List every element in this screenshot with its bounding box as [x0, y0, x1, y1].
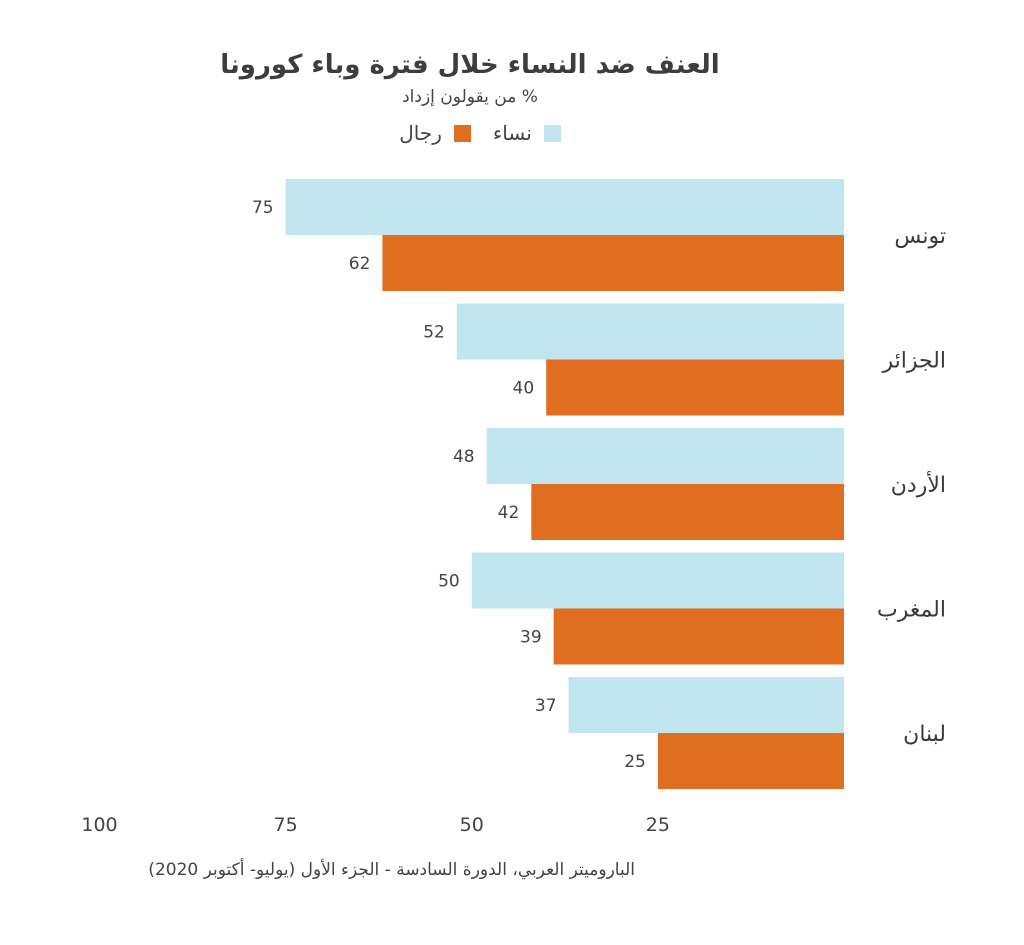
- category-label-0: تونس: [894, 224, 946, 249]
- bar-men-3: [553, 608, 844, 665]
- bar-men-1: [546, 359, 844, 416]
- category-label-1: الجزائر: [881, 349, 946, 374]
- x-tick-label-1: 75: [274, 814, 298, 836]
- chart-source: الباروميتر العربي، الدورة السادسة - الجز…: [148, 860, 635, 880]
- legend: نساء رجال: [380, 118, 580, 148]
- bar-men-0: [382, 235, 844, 291]
- legend-label-men: رجال: [399, 121, 442, 145]
- bar-women-0: [285, 179, 844, 235]
- bar-women-4: [568, 677, 844, 733]
- bar-men-4: [657, 733, 844, 789]
- data-label-women-2: 48: [453, 447, 475, 467]
- data-label-men-1: 40: [513, 379, 535, 399]
- bar-women-1: [456, 303, 844, 360]
- data-label-women-3: 50: [438, 572, 460, 592]
- data-label-men-4: 25: [624, 752, 646, 772]
- data-label-women-0: 75: [252, 198, 274, 218]
- data-label-men-0: 62: [349, 254, 371, 274]
- legend-label-women: نساء: [492, 121, 532, 145]
- x-tick-label-0: 100: [81, 814, 117, 836]
- chart-subtitle: % من يقولون إزداد: [402, 87, 538, 107]
- bar-women-3: [471, 552, 844, 609]
- bar-women-2: [486, 428, 844, 484]
- x-tick-label-2: 50: [460, 814, 484, 836]
- x-tick-label-3: 25: [646, 814, 670, 836]
- legend-swatch-men: [453, 124, 471, 142]
- chart-title: العنف ضد النساء خلال فترة وباء كورونا: [220, 50, 720, 80]
- data-label-men-3: 39: [520, 628, 542, 648]
- category-label-2: الأردن: [891, 471, 946, 498]
- data-label-women-1: 52: [423, 323, 445, 343]
- legend-item-men: رجال: [399, 121, 471, 145]
- legend-swatch-women: [543, 124, 561, 142]
- category-label-4: لبنان: [903, 722, 946, 747]
- legend-item-women: نساء: [493, 121, 561, 145]
- bar-men-2: [531, 484, 844, 540]
- category-label-3: المغرب: [877, 598, 946, 623]
- data-label-men-2: 42: [498, 503, 520, 523]
- data-label-women-4: 37: [535, 696, 557, 716]
